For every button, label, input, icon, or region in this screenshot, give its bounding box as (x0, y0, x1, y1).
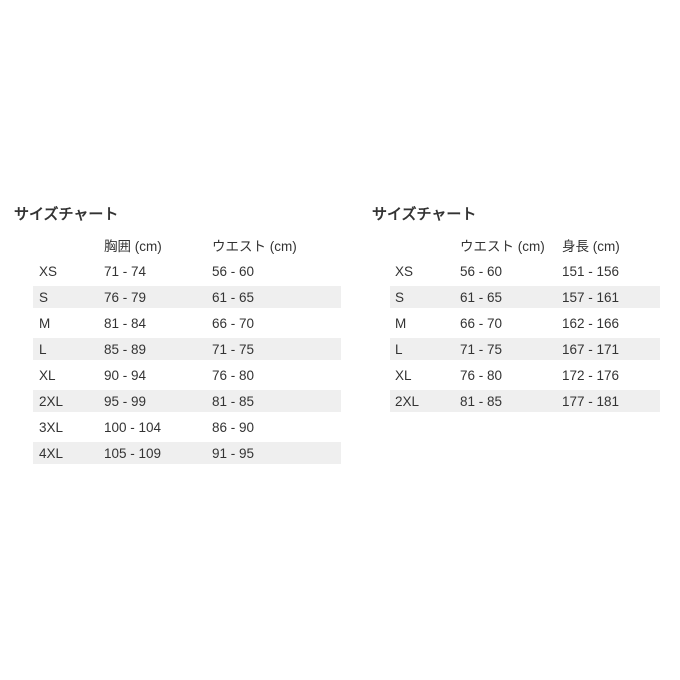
size-cell: XS (39, 263, 58, 279)
size-cell: S (39, 289, 49, 305)
table-row: 3XL 100 - 104 86 - 90 (33, 414, 341, 440)
range-cell: 61 - 65 (212, 289, 255, 305)
column-header-height: 身長 (cm) (562, 239, 620, 254)
range-cell: 76 - 80 (460, 367, 503, 383)
size-cell: M (39, 315, 51, 331)
range-cell: 162 - 166 (562, 315, 620, 331)
size-cell: 4XL (39, 445, 64, 461)
column-header-chest: 胸囲 (cm) (104, 239, 162, 254)
size-cell: M (395, 315, 407, 331)
size-chart-title: サイズチャート (14, 206, 119, 223)
range-cell: 56 - 60 (212, 263, 255, 279)
size-cell: L (395, 341, 403, 357)
range-cell: 81 - 84 (104, 315, 147, 331)
table-row: XS 71 - 74 56 - 60 (33, 258, 341, 284)
size-cell: XS (395, 263, 414, 279)
table-row: L 85 - 89 71 - 75 (33, 336, 341, 362)
range-cell: 167 - 171 (562, 341, 620, 357)
range-cell: 66 - 70 (460, 315, 503, 331)
size-chart-title: サイズチャート (372, 206, 477, 223)
range-cell: 105 - 109 (104, 445, 162, 461)
table-row: XL 90 - 94 76 - 80 (33, 362, 341, 388)
range-cell: 100 - 104 (104, 419, 162, 435)
table-body: XS 56 - 60 151 - 156 S 61 - 65 157 - 161 M 66 -… (390, 258, 660, 414)
table-row: XL 76 - 80 172 - 176 (390, 362, 660, 388)
range-cell: 177 - 181 (562, 393, 620, 409)
range-cell: 76 - 80 (212, 367, 255, 383)
table-row: 2XL 95 - 99 81 - 85 (33, 388, 341, 414)
size-cell: S (395, 289, 405, 305)
range-cell: 66 - 70 (212, 315, 255, 331)
range-cell: 90 - 94 (104, 367, 147, 383)
table-row: 2XL 81 - 85 177 - 181 (390, 388, 660, 414)
range-cell: 71 - 75 (212, 341, 255, 357)
range-cell: 91 - 95 (212, 445, 255, 461)
range-cell: 86 - 90 (212, 419, 255, 435)
range-cell: 61 - 65 (460, 289, 503, 305)
size-chart-table-chest-waist: サイズチャート 胸囲 (cm) ウエスト (cm) XS 71 - 74 56 - … (14, 205, 341, 466)
column-header-waist: ウエスト (cm) (212, 239, 297, 254)
table-row: M 81 - 84 66 - 70 (33, 310, 341, 336)
table-row: S 76 - 79 61 - 65 (33, 284, 341, 310)
table-row: L 71 - 75 167 - 171 (390, 336, 660, 362)
range-cell: 76 - 79 (104, 289, 147, 305)
range-cell: 71 - 75 (460, 341, 503, 357)
size-cell: 3XL (39, 419, 64, 435)
range-cell: 157 - 161 (562, 289, 620, 305)
size-table-grid: 胸囲 (cm) ウエスト (cm) XS 71 - 74 56 - 60 S 76 - … (33, 232, 341, 466)
size-cell: 2XL (39, 393, 64, 409)
size-chart-table-waist-height: サイズチャート ウエスト (cm) 身長 (cm) XS 56 - 60 151 -… (372, 205, 660, 414)
size-table-grid: ウエスト (cm) 身長 (cm) XS 56 - 60 151 - 156 S 61 … (390, 232, 660, 414)
range-cell: 56 - 60 (460, 263, 503, 279)
table-header-row: 胸囲 (cm) ウエスト (cm) (33, 232, 341, 258)
column-header-waist: ウエスト (cm) (460, 239, 545, 254)
size-cell: L (39, 341, 47, 357)
table-header-row: ウエスト (cm) 身長 (cm) (390, 232, 660, 258)
size-cell: 2XL (395, 393, 420, 409)
range-cell: 172 - 176 (562, 367, 620, 383)
range-cell: 81 - 85 (460, 393, 503, 409)
table-row: XS 56 - 60 151 - 156 (390, 258, 660, 284)
table-row: M 66 - 70 162 - 166 (390, 310, 660, 336)
table-row: 4XL 105 - 109 91 - 95 (33, 440, 341, 466)
range-cell: 71 - 74 (104, 263, 147, 279)
table-row: S 61 - 65 157 - 161 (390, 284, 660, 310)
range-cell: 95 - 99 (104, 393, 147, 409)
range-cell: 81 - 85 (212, 393, 255, 409)
range-cell: 151 - 156 (562, 263, 620, 279)
table-body: XS 71 - 74 56 - 60 S 76 - 79 61 - 65 M 81 - 84 6… (33, 258, 341, 466)
size-cell: XL (395, 367, 412, 383)
range-cell: 85 - 89 (104, 341, 147, 357)
size-cell: XL (39, 367, 56, 383)
